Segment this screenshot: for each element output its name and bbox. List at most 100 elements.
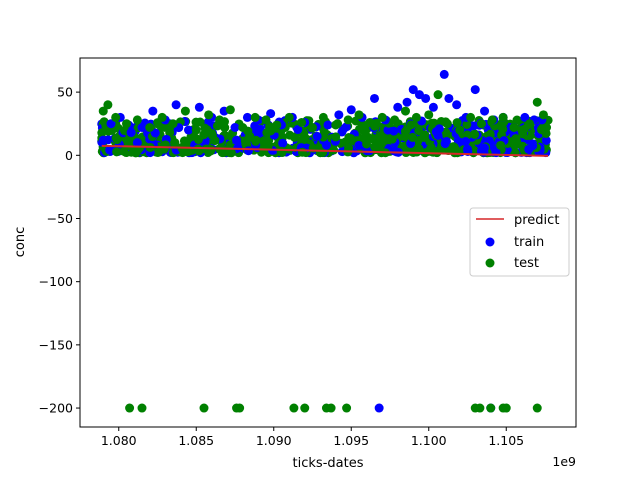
- test-point: [125, 403, 135, 413]
- train-point: [439, 69, 449, 79]
- dense-point: [440, 139, 450, 149]
- test-point: [225, 105, 235, 115]
- test-point: [475, 403, 485, 413]
- train-point: [480, 106, 490, 116]
- legend: predict train test: [469, 207, 570, 277]
- test-point: [180, 106, 190, 116]
- dense-point: [105, 145, 115, 155]
- y-tick-label: 0: [65, 148, 73, 163]
- plot-frame: [79, 57, 577, 428]
- test-point: [509, 123, 519, 133]
- y-tick-label: 50: [57, 85, 73, 100]
- test-point: [137, 403, 147, 413]
- dense-point: [525, 131, 535, 141]
- test-point: [411, 112, 421, 122]
- dense-point: [107, 125, 117, 135]
- test-point: [525, 119, 534, 129]
- train-point: [323, 120, 333, 130]
- test-point: [390, 115, 400, 125]
- test-point: [308, 123, 317, 133]
- x-axis-offset-label: 1e9: [552, 454, 576, 469]
- dense-point: [360, 131, 370, 141]
- predict-line: [101, 144, 549, 157]
- y-axis-label: conc: [13, 227, 28, 258]
- test-point: [487, 115, 497, 125]
- train-point: [266, 109, 276, 119]
- train-point: [321, 140, 331, 150]
- train-point: [444, 93, 454, 103]
- test-point: [235, 403, 245, 413]
- train-point: [230, 123, 240, 133]
- test-point: [433, 90, 443, 100]
- dense-point: [354, 140, 364, 150]
- x-axis-label: ticks-dates: [293, 456, 364, 471]
- train-point: [242, 112, 252, 122]
- test-point: [343, 115, 353, 125]
- dense-point: [433, 130, 443, 140]
- train-point: [132, 138, 142, 148]
- dense-point: [387, 134, 397, 144]
- dense-point: [278, 138, 288, 148]
- test-point: [199, 403, 209, 413]
- dense-point: [226, 148, 236, 158]
- dense-point: [154, 147, 164, 157]
- test-point: [111, 112, 121, 122]
- test-point: [542, 123, 552, 133]
- test-point: [401, 106, 410, 116]
- test-point: [455, 125, 465, 135]
- test-point: [132, 115, 142, 125]
- test-point: [284, 112, 294, 122]
- dense-point: [150, 128, 160, 138]
- legend-predict-label: predict: [514, 213, 559, 228]
- dense-point: [462, 119, 472, 129]
- test-point: [297, 117, 307, 127]
- test-point: [204, 110, 214, 120]
- x-tick-label: 1.100: [411, 433, 447, 448]
- test-point: [501, 403, 511, 413]
- test-point: [272, 120, 282, 130]
- train-point: [374, 403, 384, 413]
- train-point: [184, 125, 193, 135]
- train-point: [346, 105, 356, 115]
- x-tick-label: 1.080: [101, 433, 137, 448]
- test-point: [250, 112, 260, 122]
- test-point: [289, 403, 299, 413]
- test-point: [532, 97, 542, 107]
- y-tick-label: −150: [39, 337, 73, 352]
- y-tick-label: −100: [39, 274, 73, 289]
- test-point: [261, 115, 271, 125]
- test-point: [122, 119, 131, 129]
- train-point: [452, 100, 462, 110]
- legend-train-swatch: [485, 237, 495, 247]
- dense-point: [112, 147, 122, 157]
- train-point: [232, 135, 242, 145]
- dense-point: [378, 132, 388, 142]
- train-point: [520, 112, 530, 122]
- dense-point: [244, 146, 254, 156]
- dense-point: [297, 147, 307, 157]
- dense-point: [119, 146, 129, 156]
- x-axis-ticks: 1.080 1.085 1.090 1.095 1.100 1.105: [101, 427, 524, 448]
- test-point: [300, 403, 310, 413]
- train-point: [171, 100, 181, 110]
- dense-point: [408, 132, 418, 142]
- dense-point: [266, 126, 276, 136]
- legend-frame: [469, 207, 570, 277]
- train-point: [126, 128, 136, 138]
- dense-point: [341, 122, 351, 132]
- y-axis-ticks: 50 0 −50 −100 −150 −200: [39, 85, 80, 416]
- dense-point: [111, 133, 121, 143]
- dense-point: [470, 129, 480, 139]
- dense-point: [462, 144, 472, 154]
- test-point: [331, 120, 341, 130]
- test-point: [215, 115, 224, 125]
- dense-point: [452, 118, 462, 128]
- test-point: [498, 112, 508, 122]
- dense-point: [251, 135, 261, 145]
- dense-point: [329, 145, 339, 155]
- x-tick-label: 1.105: [488, 433, 524, 448]
- test-point: [145, 123, 155, 133]
- train-point: [470, 85, 480, 95]
- x-tick-label: 1.095: [333, 433, 369, 448]
- train-point: [402, 97, 412, 107]
